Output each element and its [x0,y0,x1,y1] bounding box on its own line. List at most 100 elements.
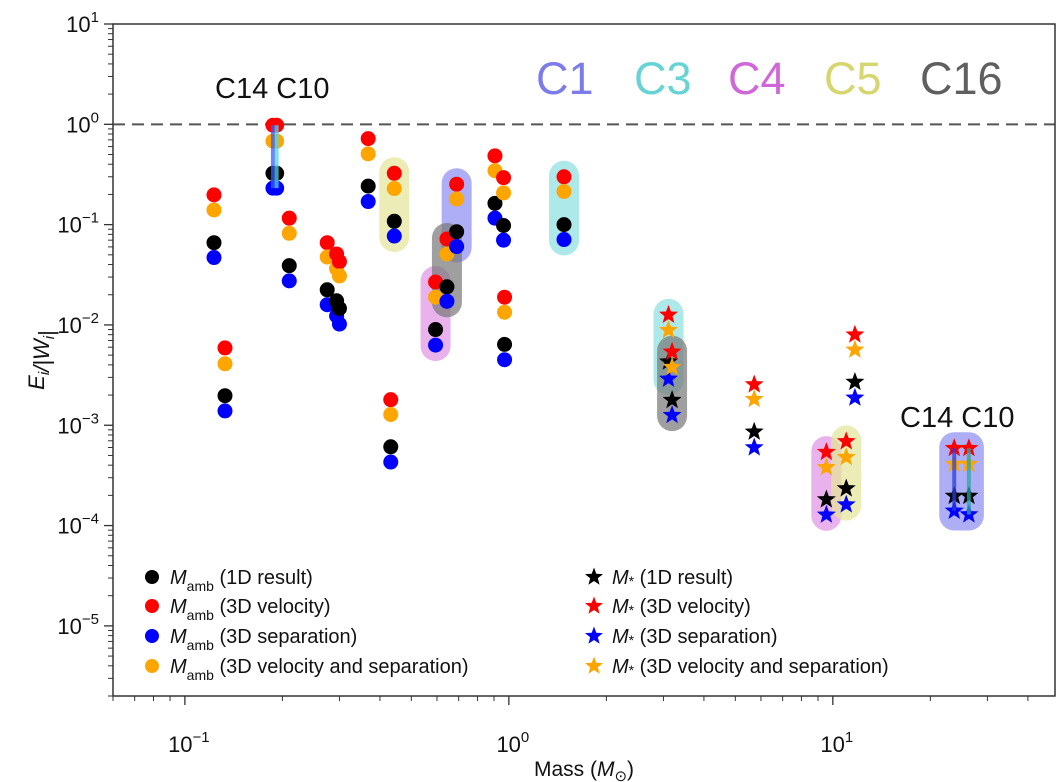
annotation-c14-c10-right: C14 C10 [900,402,1014,434]
point-circle-velsep [360,146,376,162]
legend-label: Mamb (3D separation) [170,626,357,653]
point-circle-velsep [497,304,513,320]
point-circle-velsep [386,181,402,197]
legend-label: M* (3D velocity and separation) [612,656,889,678]
point-circle-vel [556,169,572,185]
point-circle-1d [439,279,455,295]
legend-star-icon [585,567,603,585]
cluster-highlights [379,157,984,531]
point-circle-sep [386,228,402,244]
point-star-1d [744,421,764,440]
point-circle-vel [206,187,222,203]
point-star-velsep [836,447,856,466]
point-circle-velsep [331,268,347,284]
point-star-sep [744,437,764,456]
legend-star-icon [585,626,603,644]
point-circle-velsep [449,191,465,207]
point-star-velsep [659,320,678,339]
point-circle-velsep [383,407,399,423]
point-star-vel [816,442,836,461]
point-star-vel [836,431,856,450]
point-circle-vel [496,170,512,186]
point-circle-vel [319,235,335,251]
legend-item: M* (3D velocity and separation) [585,656,889,678]
point-star-velsep [845,339,865,358]
point-circle-vel [487,148,503,164]
point-circle-vel [383,392,399,408]
point-circle-1d [206,235,222,251]
point-star-sep [836,494,856,513]
point-star-sep [816,504,836,523]
point-circle-1d [556,217,572,233]
cluster-label-c5: C5 [824,53,882,104]
axes: 10−1 100 101 101 100 10−1 10−2 10−3 10−4 10−5 Mass… [24,9,1056,782]
point-circle-vel [386,165,402,181]
highlight-c5 [831,425,862,521]
point-circle-velsep [281,225,297,241]
point-circle-vel [217,340,233,356]
y-tick-label: 10−2 [57,310,99,338]
point-circle-1d [386,213,402,229]
connector-lines [270,125,971,515]
point-star-sep [845,387,865,406]
highlight-c1 [939,432,984,531]
legend-label: Mamb (1D result) [170,567,313,594]
point-circle-1d [496,218,512,234]
cluster-labels: C14 C10 C14 C10 C1 C3 C4 C5 C16 [215,53,1014,434]
x-tick-label: 10−1 [168,729,210,757]
point-circle-velsep [206,202,222,218]
legend-item: Mamb (3D velocity and separation) [145,656,468,683]
x-tick-label: 101 [820,729,853,757]
point-circle-1d [217,388,233,404]
point-circle-1d [449,224,465,240]
legend-item: M* (1D result) [585,567,733,589]
x-axis-label: Mass (M⊙) [534,758,634,782]
point-circle-velsep [217,356,233,372]
point-circle-sep [439,293,455,309]
legend-item: M* (3D separation) [585,626,778,648]
legend-item: Mamb (3D separation) [145,626,357,653]
legend-circle-icon [145,570,159,584]
point-star-1d [659,351,678,370]
legend-star-icon [585,596,603,614]
highlight-c5 [379,157,410,253]
point-circle-velsep [496,185,512,201]
y-tick-label: 10−1 [57,210,99,238]
point-circle-1d [497,336,513,352]
x-tick-label: 100 [496,729,529,757]
y-axis-label: Ei/|Wi| [24,330,59,390]
cluster-label-c1: C1 [536,53,594,104]
point-star-vel [959,438,979,457]
plot-frame [112,23,1056,697]
point-circle-1d [331,300,347,316]
point-circle-1d [383,439,399,455]
point-star-vel [744,374,764,393]
legend-star-icon [585,656,603,674]
point-star-1d [836,478,856,497]
point-star-vel [659,304,678,323]
legend: Mamb (1D result)Mamb (3D velocity) Mamb (… [145,567,889,683]
point-star-1d [662,390,682,409]
point-circle-1d [281,258,297,274]
legend-circle-icon [145,599,159,613]
point-circle-1d [428,322,444,338]
legend-label: M* (1D result) [612,567,733,589]
point-star-sep [659,368,678,387]
annotation-c14-c10-left: C14 C10 [215,73,329,105]
point-circle-1d [487,195,503,211]
point-star-velsep [816,457,836,476]
point-star-velsep [744,389,764,408]
legend-circle-icon [145,629,159,643]
cluster-label-c4: C4 [728,53,786,104]
point-circle-1d [360,178,376,194]
y-tick-label: 100 [66,109,99,137]
point-circle-sep [497,352,513,368]
legend-item: Mamb (3D velocity) [145,596,331,623]
point-circle-sep [360,194,376,210]
cluster-label-c3: C3 [634,53,692,104]
legend-item: Mamb (1D result) [145,567,313,594]
point-circle-sep [383,454,399,470]
point-circle-sep [281,273,297,289]
point-circle-sep [331,316,347,332]
